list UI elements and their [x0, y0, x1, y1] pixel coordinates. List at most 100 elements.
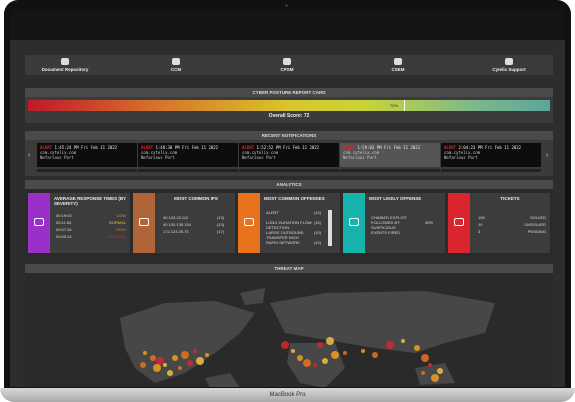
analytics-card: MOST COMMON IPS 40.103.23.112 (13) 40.100.1… — [133, 193, 235, 253]
offense-count: (10) — [314, 240, 322, 245]
threat-dot — [150, 355, 156, 361]
alert-tag: ALERT — [343, 145, 356, 150]
landmass — [120, 301, 255, 383]
alert-time: 2:04:23 PM Fri Feb 11 2022 — [458, 145, 522, 150]
card-title: AVERAGE RESPONSE TIMES (BY SEVERITY) — [54, 196, 127, 206]
offense-count: (10) — [314, 220, 322, 225]
alert-tag: ALERT — [141, 145, 154, 150]
alert-event: Nefarious Port — [343, 155, 377, 160]
scrollbar — [328, 210, 332, 246]
offense-name: ALERT — [266, 210, 279, 215]
alert-event: Nefarious Port — [141, 155, 175, 160]
alert-event: Nefarious Port — [444, 155, 478, 160]
nav-item[interactable]: Cytelix Support — [469, 55, 549, 75]
threat-dot — [331, 351, 339, 359]
nav-label: CCM — [170, 67, 182, 72]
response-time: 00:11:54 — [56, 220, 72, 225]
offense-name: LONG DURATION FLOW DETECTION — [266, 220, 312, 230]
alert-host: com.cytelix.com — [242, 150, 279, 155]
threat-dot — [317, 342, 323, 348]
threat-dot — [297, 355, 303, 361]
alert-host: com.cytelix.com — [343, 150, 380, 155]
offense-name: LARGE OUTBOUND TRANSFER HIGH — [266, 230, 304, 240]
notification-scroll — [441, 169, 541, 172]
threat-dot — [421, 371, 425, 375]
threat-dot — [187, 360, 193, 366]
ip-address: 40.103.23.112 — [163, 215, 189, 220]
threat-dot — [303, 359, 311, 367]
notification-line: ALERT 1:59:03 PM Fri Feb 11 2022 — [343, 145, 437, 150]
notifications-panel: ‹ › ALERT 1:45:24 PM Fri Feb 11 2022 com.cy… — [25, 140, 553, 176]
threat-dot — [167, 370, 173, 376]
screen: Document Repository CCM CPSM CSEM Cytelix Su… — [10, 10, 565, 387]
notification[interactable]: ALERT 1:48:30 PM Fri Feb 11 2022 com.cyte… — [138, 143, 238, 167]
card-icon-box — [448, 193, 470, 253]
threat-dot — [193, 349, 197, 353]
arrow-right[interactable]: › — [546, 152, 549, 159]
section-header: RECENT NOTIFICATIONS — [25, 131, 553, 140]
nav-item[interactable]: CPSM — [247, 55, 327, 75]
nav-icon — [394, 58, 402, 65]
threat-dot — [401, 339, 405, 343]
ticket-status: UNSOLVED — [524, 222, 546, 227]
offense-count: (10) — [314, 230, 322, 235]
ip-count: (17) — [217, 229, 225, 234]
threat-dot — [172, 355, 178, 361]
analytics-panel: AVERAGE RESPONSE TIMES (BY SEVERITY) 00:1… — [25, 189, 553, 257]
threat-dot — [291, 349, 295, 353]
threat-dot — [414, 345, 420, 351]
threat-dot — [372, 352, 378, 358]
alert-host: com.cytelix.com — [444, 150, 481, 155]
offense-name: RAPID NETWORK — [266, 240, 300, 245]
alert-time: 1:48:30 PM Fri Feb 11 2022 — [155, 145, 219, 150]
notification-line: ALERT 1:45:24 PM Fri Feb 11 2022 — [40, 145, 134, 150]
notification-line: ALERT 1:52:52 PM Fri Feb 11 2022 — [242, 145, 336, 150]
alert-host: com.cytelix.com — [40, 150, 77, 155]
card-title: MOST COMMON OFFENSES — [264, 196, 325, 201]
notification[interactable]: ALERT 1:45:24 PM Fri Feb 11 2022 com.cyte… — [37, 143, 137, 167]
nav-icon — [172, 58, 180, 65]
notification[interactable]: ALERT 2:04:23 PM Fri Feb 11 2022 com.cyte… — [441, 143, 541, 167]
alert-event: Nefarious Port — [242, 155, 276, 160]
card-icon-box — [28, 193, 50, 253]
threat-dot — [428, 363, 432, 367]
notification-scroll — [37, 169, 137, 172]
threat-dot — [281, 341, 289, 349]
alert-time: 1:52:52 PM Fri Feb 11 2022 — [256, 145, 320, 150]
score-bar: 72% — [28, 100, 550, 111]
nav-label: Document Repository — [41, 67, 89, 72]
score-caption: Overall Score: — [268, 113, 303, 119]
card-icon-box — [343, 193, 365, 253]
card-icon — [139, 218, 149, 226]
card-title: MOST LIKELY OFFENSE — [369, 196, 422, 201]
ticket-count: 156 — [478, 215, 485, 220]
nav-item[interactable]: Document Repository — [25, 55, 105, 75]
nav-icon — [505, 58, 513, 65]
nav-icon — [283, 58, 291, 65]
threat-dot — [326, 337, 334, 345]
arrow-left[interactable]: ‹ — [28, 152, 31, 159]
landmass — [240, 288, 265, 305]
threat-dot — [163, 363, 167, 367]
response-time: 00:19:03 — [56, 213, 72, 218]
card-icon — [454, 218, 464, 226]
threat-dot — [153, 364, 161, 372]
section-header: ANALYTICS — [25, 180, 553, 189]
card-icon — [34, 218, 44, 226]
notification[interactable]: ALERT 1:52:52 PM Fri Feb 11 2022 com.cyte… — [239, 143, 339, 167]
notification[interactable]: ALERT 1:59:03 PM Fri Feb 11 2022 com.cyte… — [340, 143, 440, 167]
landmass — [270, 291, 495, 353]
threat-map — [25, 273, 553, 387]
nav-icon — [61, 58, 69, 65]
notification-line: ALERT 2:04:23 PM Fri Feb 11 2022 — [444, 145, 538, 150]
ip-count: (13) — [217, 222, 225, 227]
nav-item[interactable]: CSEM — [358, 55, 438, 75]
threat-dot — [156, 357, 164, 365]
threat-dot — [322, 358, 328, 364]
nav-item[interactable]: CCM — [136, 55, 216, 75]
analytics-card: AVERAGE RESPONSE TIMES (BY SEVERITY) 00:1… — [28, 193, 130, 253]
nav-bar: Document Repository CCM CPSM CSEM Cytelix Su… — [25, 55, 553, 75]
threat-dot — [181, 351, 189, 359]
camera — [285, 4, 288, 7]
